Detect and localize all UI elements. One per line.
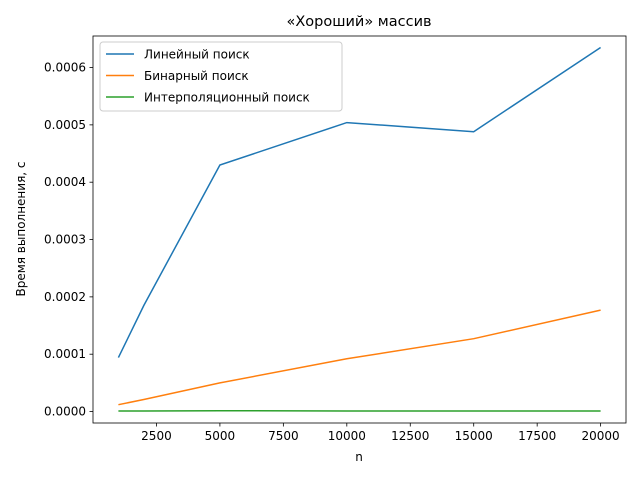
x-tick-label: 12500 xyxy=(391,429,429,443)
series-line-2 xyxy=(118,309,601,406)
x-tick-label: 5000 xyxy=(205,429,236,443)
y-tick-label: 0.0006 xyxy=(44,61,86,75)
y-axis-ticks: 0.0000 0.0001 0.0002 0.0003 0.0004 0.0005 0.00… xyxy=(44,61,93,419)
legend-label-2: Бинарный поиск xyxy=(144,69,249,83)
legend-label-3: Интерполяционный поиск xyxy=(144,91,310,105)
chart-title: «Хороший» массив xyxy=(286,14,431,30)
y-tick-label: 0.0004 xyxy=(44,175,86,189)
x-tick-label: 2500 xyxy=(141,429,172,443)
y-tick-label: 0.0000 xyxy=(44,405,86,419)
x-tick-label: 10000 xyxy=(328,429,366,443)
y-tick-label: 0.0002 xyxy=(44,290,86,304)
legend-box xyxy=(99,41,343,112)
x-axis-label: n xyxy=(355,450,363,464)
y-tick-label: 0.0003 xyxy=(44,233,86,247)
plot-frame xyxy=(92,35,627,424)
y-tick-label: 0.0005 xyxy=(44,118,86,132)
x-tick-label: 15000 xyxy=(455,429,493,443)
series-line-1 xyxy=(117,46,602,358)
series-layer xyxy=(117,46,602,412)
x-axis-ticks: 2500 5000 7500 10000 12500 15000 17500 20000 xyxy=(141,423,620,443)
x-tick-label: 17500 xyxy=(518,429,556,443)
y-tick-label: 0.0001 xyxy=(44,347,86,361)
y-axis-label: Время выполнения, с xyxy=(14,161,28,296)
legend: Линейный поиск Бинарный поиск Интерполяцио… xyxy=(99,41,343,112)
x-tick-label: 20000 xyxy=(582,429,620,443)
legend-label-1: Линейный поиск xyxy=(144,48,250,62)
x-tick-label: 7500 xyxy=(268,429,299,443)
